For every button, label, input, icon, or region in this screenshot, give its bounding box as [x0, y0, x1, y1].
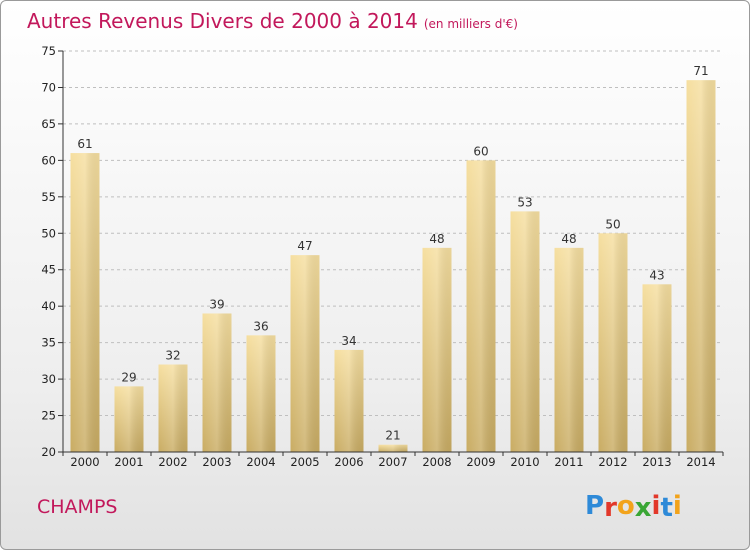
logo-letter: P [585, 491, 605, 521]
logo-letter: o [616, 491, 635, 521]
data-label: 71 [693, 64, 708, 78]
y-tick-label: 45 [41, 263, 56, 277]
data-label: 61 [77, 137, 92, 151]
x-tick-label: 2008 [422, 455, 451, 469]
data-label: 34 [341, 334, 356, 348]
bar-sheen [290, 255, 320, 452]
data-label: 48 [429, 232, 444, 246]
logo-letter: r [604, 493, 617, 523]
data-label: 29 [121, 370, 136, 384]
x-tick-label: 2012 [598, 455, 627, 469]
y-tick-label: 55 [41, 190, 56, 204]
bar-sheen [554, 247, 584, 452]
x-tick-label: 2007 [378, 455, 407, 469]
x-tick-label: 2001 [114, 455, 143, 469]
y-tick-label: 65 [41, 117, 56, 131]
chart-title: Autres Revenus Divers de 2000 à 2014 [27, 9, 418, 33]
data-label: 48 [561, 232, 576, 246]
data-label: 60 [473, 144, 488, 158]
logo-letter: i [672, 491, 682, 521]
bar-sheen [70, 153, 100, 452]
y-tick-label: 60 [41, 153, 56, 167]
bar-sheen [598, 233, 628, 452]
bar-sheen [334, 349, 364, 452]
data-label: 53 [517, 195, 532, 209]
y-tick-label: 40 [41, 299, 56, 313]
bar-sheen [246, 335, 276, 452]
bar-sheen [202, 313, 232, 452]
data-label: 21 [385, 429, 400, 443]
y-tick-label: 35 [41, 336, 56, 350]
y-tick-label: 30 [41, 372, 56, 386]
bar-sheen [158, 364, 188, 452]
bar-sheen [466, 160, 496, 452]
bar-sheen [642, 284, 672, 452]
data-label: 43 [649, 268, 664, 282]
bar-sheen [510, 211, 540, 452]
data-label: 50 [605, 217, 620, 231]
chart-title-row: Autres Revenus Divers de 2000 à 2014 (en … [27, 9, 518, 33]
proxiti-logo: Proxiti [585, 491, 682, 523]
x-tick-label: 2005 [290, 455, 319, 469]
x-tick-label: 2002 [158, 455, 187, 469]
x-tick-label: 2000 [70, 455, 99, 469]
bar-sheen [378, 444, 408, 452]
x-tick-label: 2011 [554, 455, 583, 469]
chart-subtitle: (en milliers d'€) [423, 17, 518, 31]
logo-letter: t [660, 493, 673, 523]
x-tick-label: 2014 [686, 455, 715, 469]
x-tick-label: 2004 [246, 455, 275, 469]
logo-letter: x [634, 493, 652, 523]
bar-sheen [686, 80, 716, 452]
x-tick-label: 2009 [466, 455, 495, 469]
y-tick-label: 75 [41, 44, 56, 58]
data-label: 39 [209, 297, 224, 311]
y-tick-label: 50 [41, 226, 56, 240]
commune-name: CHAMPS [37, 496, 118, 518]
x-tick-label: 2013 [642, 455, 671, 469]
bar-sheen [114, 386, 144, 452]
y-tick-label: 25 [41, 409, 56, 423]
bar-sheen [422, 247, 452, 452]
y-tick-label: 70 [41, 80, 56, 94]
x-tick-label: 2006 [334, 455, 363, 469]
data-label: 32 [165, 349, 180, 363]
data-label: 47 [297, 239, 312, 253]
data-label: 36 [253, 319, 268, 333]
y-tick-label: 20 [41, 445, 56, 459]
logo-letter: i [651, 491, 661, 521]
x-tick-label: 2010 [510, 455, 539, 469]
x-tick-label: 2003 [202, 455, 231, 469]
